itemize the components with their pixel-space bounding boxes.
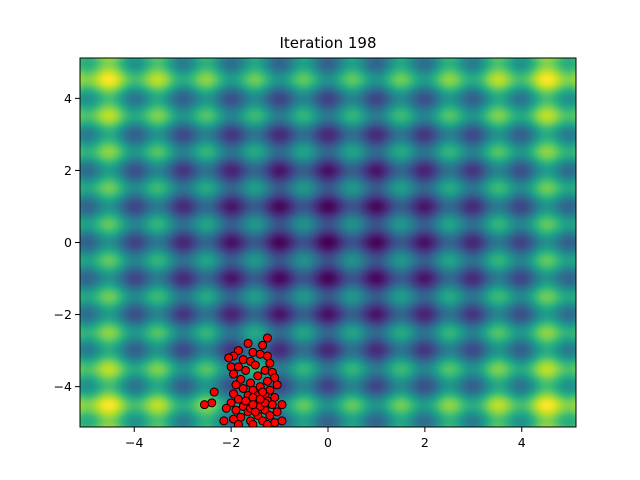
scatter-point (248, 419, 258, 427)
scatter-point (262, 333, 272, 343)
scatter-point (250, 360, 260, 370)
scatter-point (219, 416, 229, 426)
heatmap-background (80, 58, 576, 427)
scatter-point (229, 369, 239, 379)
scatter-point (233, 419, 243, 427)
scatter-point (238, 383, 248, 393)
scatter-point (265, 358, 275, 368)
scatter-point (277, 400, 287, 410)
scatter-point (243, 338, 253, 348)
y-tick-label: −4 (54, 379, 72, 394)
scatter-point (253, 371, 263, 381)
scatter-point (255, 349, 265, 359)
scatter-point (238, 355, 248, 365)
scatter-point (248, 400, 258, 410)
x-axis: −4 −2 0 2 4 (125, 427, 526, 450)
scatter-point (267, 400, 277, 410)
y-tick-label: 0 (64, 235, 72, 250)
scatter-point (272, 407, 282, 417)
scatter-point (260, 365, 270, 375)
scatter-point (262, 376, 272, 386)
scatter-point (258, 340, 268, 350)
scatter-points (199, 333, 287, 427)
x-tick-label: 2 (421, 435, 429, 450)
chart-title: Iteration 198 (279, 34, 377, 52)
x-tick-label: 4 (518, 435, 526, 450)
scatter-point (231, 380, 241, 390)
scatter-point (224, 353, 234, 363)
scatter-point (231, 405, 241, 415)
x-tick-label: −2 (222, 435, 240, 450)
scatter-point (248, 347, 258, 357)
y-axis: −4 −2 0 2 4 (54, 91, 80, 394)
scatter-point (221, 403, 231, 413)
scatter-point (241, 365, 251, 375)
scatter-point (262, 419, 272, 427)
scatter-point (272, 380, 282, 390)
scatter-point (255, 394, 265, 404)
scatter-point (241, 396, 251, 406)
scatter-point (199, 400, 209, 410)
scatter-point (277, 416, 287, 426)
x-tick-label: 0 (324, 435, 332, 450)
scatter-point (207, 398, 217, 408)
scatter-point (233, 394, 243, 404)
scatter-point (270, 418, 280, 427)
scatter-point (209, 387, 219, 397)
y-tick-label: 2 (64, 163, 72, 178)
scatter-point (265, 410, 275, 420)
y-tick-label: 4 (64, 91, 72, 106)
y-tick-label: −2 (54, 307, 72, 322)
scatter-point (233, 362, 243, 372)
x-tick-label: −4 (125, 435, 143, 450)
